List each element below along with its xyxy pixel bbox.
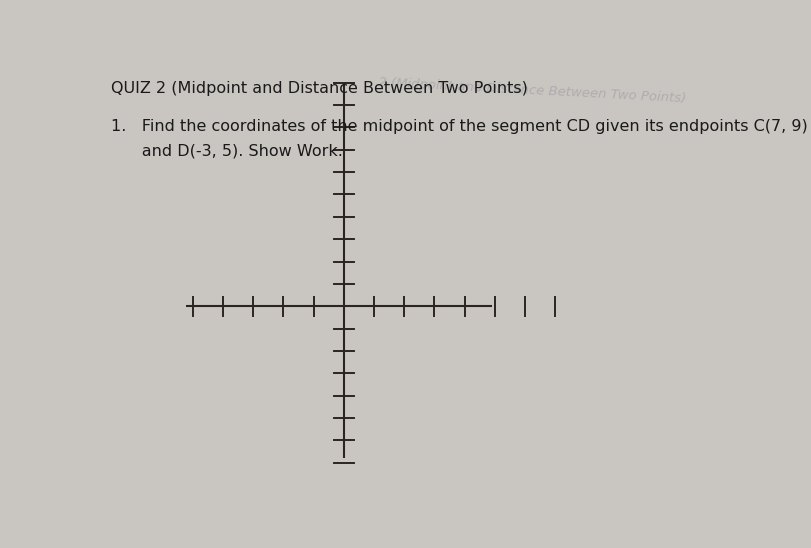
Text: 1.   Find the coordinates of the midpoint of the segment CD given its endpoints : 1. Find the coordinates of the midpoint … <box>111 118 807 134</box>
Text: 2 (Midpoint and Distance Between Two Points): 2 (Midpoint and Distance Between Two Poi… <box>378 76 686 105</box>
Text: and D(-3, 5). Show Work.: and D(-3, 5). Show Work. <box>111 144 342 159</box>
Text: QUIZ 2 (Midpoint and Distance Between Two Points): QUIZ 2 (Midpoint and Distance Between Tw… <box>111 81 527 95</box>
